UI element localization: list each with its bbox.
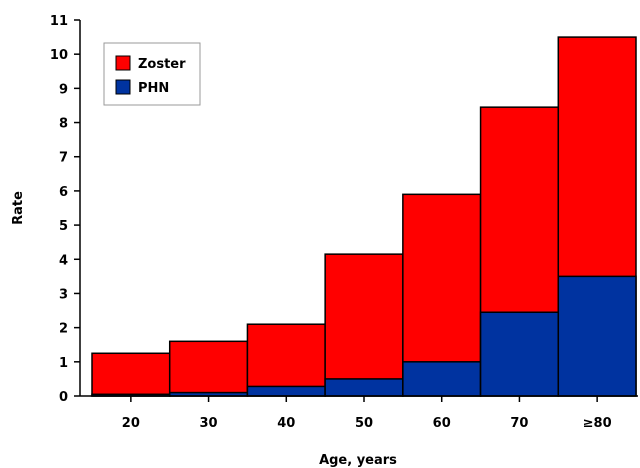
bars-group bbox=[91, 36, 637, 397]
y-tick-label: 7 bbox=[59, 151, 68, 166]
x-tick-label: 60 bbox=[433, 416, 451, 431]
x-tick-label: 20 bbox=[122, 416, 140, 431]
legend-swatch-zoster bbox=[115, 55, 131, 71]
bar-phn bbox=[402, 361, 482, 397]
y-tick-label: 5 bbox=[59, 219, 68, 234]
legend-label-phn: PHN bbox=[138, 81, 169, 96]
y-axis-title: Rate bbox=[11, 191, 26, 225]
bar-phn bbox=[479, 311, 560, 397]
y-tick-label: 9 bbox=[59, 82, 68, 97]
bar-phn bbox=[246, 385, 326, 397]
y-tick-label: 10 bbox=[50, 48, 68, 63]
x-axis-title: Age, years bbox=[319, 453, 397, 468]
y-tick-label: 6 bbox=[59, 185, 68, 200]
y-tick-label: 4 bbox=[59, 253, 68, 268]
bar-phn bbox=[557, 275, 637, 397]
x-tick-label: 50 bbox=[355, 416, 373, 431]
y-tick-label: 3 bbox=[59, 287, 68, 302]
y-tick-label: 11 bbox=[50, 14, 68, 29]
y-tick-label: 8 bbox=[59, 117, 68, 132]
bar-zoster bbox=[91, 352, 171, 397]
x-tick-label: 30 bbox=[200, 416, 218, 431]
y-tick-label: 0 bbox=[59, 390, 68, 405]
legend-swatch-phn bbox=[115, 79, 131, 95]
legend-box bbox=[103, 42, 201, 106]
legend-label-zoster: Zoster bbox=[138, 57, 186, 72]
legend: Zoster PHN bbox=[103, 42, 201, 106]
x-tick-label: 40 bbox=[277, 416, 295, 431]
y-tick-label: 1 bbox=[59, 356, 68, 371]
x-ticks-group: 20 30 40 50 60 70 ≥80 bbox=[122, 396, 612, 431]
x-tick-label: ≥80 bbox=[583, 416, 612, 431]
y-tick-label: 2 bbox=[59, 322, 68, 337]
y-ticks-group: 0 1 2 3 4 5 6 7 8 9 10 11 bbox=[50, 14, 80, 405]
x-tick-label: 70 bbox=[510, 416, 528, 431]
axes-group bbox=[79, 20, 638, 397]
bar-zoster bbox=[168, 340, 249, 397]
bar-zoster bbox=[324, 253, 404, 397]
bar-zoster bbox=[246, 323, 326, 397]
bar-phn bbox=[324, 378, 404, 397]
